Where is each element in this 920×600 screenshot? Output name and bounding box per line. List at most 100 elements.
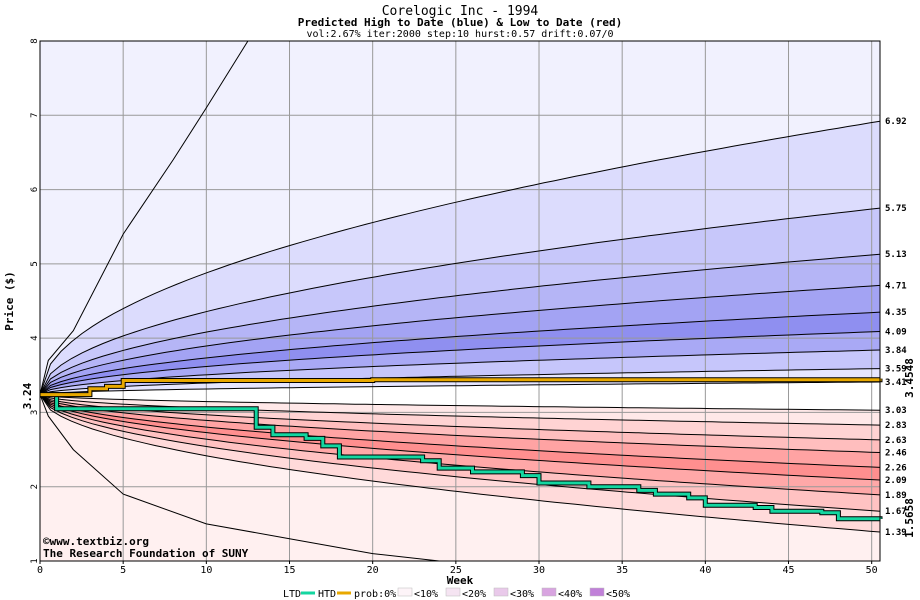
legend: LTD HTD prob:0% <10% <20% <30% <40% <50% — [283, 587, 630, 600]
y-axis-label: Price ($) — [3, 271, 16, 331]
high-band — [40, 285, 880, 395]
legend-item-label: <30% — [510, 589, 534, 600]
low-band — [40, 394, 880, 440]
y-tick-label: 1 — [30, 558, 40, 563]
quantile-line — [39, 394, 881, 441]
low-band — [40, 394, 880, 561]
x-axis-ticks: 0 5 10 15 20 25 30 35 40 45 50 — [37, 561, 878, 576]
chart-title: Corelogic Inc - 1994 — [382, 4, 539, 19]
probability-bands — [40, 41, 880, 561]
right-quantile-label: 3.59 — [885, 365, 907, 375]
quantile-line — [39, 394, 881, 496]
right-quantile-label: 3.84 — [885, 346, 907, 356]
chart-subtitle: Predicted High to Date (blue) & Low to D… — [298, 16, 623, 29]
high-band — [40, 254, 880, 395]
legend-item-label: <10% — [414, 589, 438, 600]
right-quantile-label: 5.75 — [885, 204, 907, 214]
right-quantile-label: 5.13 — [885, 250, 907, 260]
y-tick-label: 3 — [30, 410, 40, 415]
x-tick-label: 5 — [120, 565, 126, 576]
watermark-url: ©www.textbiz.org — [43, 535, 149, 548]
high-band — [40, 208, 880, 395]
legend-item-label: <20% — [462, 589, 486, 600]
legend-ltd-label: LTD — [283, 589, 301, 600]
x-tick-label: 0 — [37, 565, 43, 576]
quantile-line — [39, 120, 881, 395]
x-tick-label: 45 — [782, 565, 794, 576]
right-quantile-label: 2.83 — [885, 421, 907, 431]
y-tick-label: 2 — [30, 484, 40, 489]
quantile-line — [39, 394, 881, 453]
legend-swatch — [397, 587, 413, 597]
low-band — [40, 394, 880, 512]
right-quantile-label: 4.09 — [885, 328, 907, 338]
quantile-line — [39, 394, 881, 468]
right-quantile-label: 3.41 — [885, 378, 907, 388]
x-axis-label: Week — [447, 574, 474, 587]
center-band — [40, 382, 880, 411]
low-band — [40, 394, 880, 480]
right-quantile-label: 2.26 — [885, 463, 907, 473]
x-tick-label: 15 — [283, 565, 295, 576]
price-paths — [40, 377, 883, 522]
y-tick-label: 8 — [30, 38, 40, 43]
legend-swatch — [445, 587, 461, 597]
low-band — [40, 394, 880, 532]
right-quantile-label: 2.46 — [885, 449, 907, 459]
x-tick-label: 10 — [200, 565, 212, 576]
legend-item-label: <40% — [558, 589, 582, 600]
y-tick-label: 6 — [30, 187, 40, 192]
low-band — [40, 394, 880, 468]
legend-swatch — [541, 587, 557, 597]
low-band — [40, 394, 880, 453]
quantile-line — [39, 394, 881, 533]
x-tick-label: 40 — [699, 565, 711, 576]
max-envelope — [39, 40, 249, 395]
legend-prob-label: prob:0% — [354, 589, 396, 600]
low-to-date-final-label: 1.5658 — [903, 498, 916, 538]
x-tick-label: 35 — [616, 565, 628, 576]
legend-swatch — [589, 587, 605, 597]
y-tick-label: 7 — [30, 113, 40, 118]
high-to-date-final-label: 3.4548 — [903, 358, 916, 398]
right-quantile-label: 1.89 — [885, 491, 907, 501]
quantile-line — [39, 311, 881, 395]
legend-item-label: <50% — [606, 589, 630, 600]
y-tick-label: 5 — [30, 261, 40, 266]
y-tick-label: 4 — [30, 335, 40, 340]
legend-htd-label: HTD — [318, 589, 336, 600]
right-quantile-label: 4.35 — [885, 308, 907, 318]
legend-swatch — [493, 587, 509, 597]
quantile-line — [39, 394, 881, 481]
y-axis-ticks: 1 2 3 4 5 6 7 8 — [30, 38, 40, 563]
right-quantile-labels: 6.92 5.75 5.13 4.71 4.35 4.09 3.84 3.59 3.41 3.03… — [885, 117, 907, 538]
low-to-date-line — [40, 393, 882, 521]
right-quantile-label: 4.71 — [885, 281, 907, 291]
x-tick-label: 30 — [533, 565, 545, 576]
quantile-contours — [39, 120, 881, 533]
quantile-line — [39, 349, 881, 396]
quantile-line — [39, 207, 881, 395]
chart-params: vol:2.67% iter:2000 step:10 hurst:0.57 d… — [306, 29, 613, 40]
x-tick-label: 25 — [450, 565, 462, 576]
quantile-line — [39, 381, 881, 396]
high-band — [40, 350, 880, 395]
right-quantile-label: 3.03 — [885, 406, 907, 416]
quantile-line — [39, 394, 881, 512]
low-band — [40, 394, 880, 426]
right-quantile-label: 1.39 — [885, 528, 907, 538]
right-quantile-label: 2.63 — [885, 436, 907, 446]
legend-items: <10% <20% <30% <40% <50% — [397, 587, 630, 600]
x-tick-label: 50 — [866, 565, 878, 576]
envelope-curves — [39, 40, 440, 562]
quantile-line — [39, 368, 881, 396]
quantile-line — [39, 284, 881, 395]
high-band — [40, 312, 880, 395]
right-quantile-label: 1.67 — [885, 507, 907, 517]
min-envelope — [39, 394, 440, 562]
quantile-line — [39, 394, 881, 411]
start-price-label: 3.24 — [21, 382, 34, 409]
quantile-line — [39, 253, 881, 395]
